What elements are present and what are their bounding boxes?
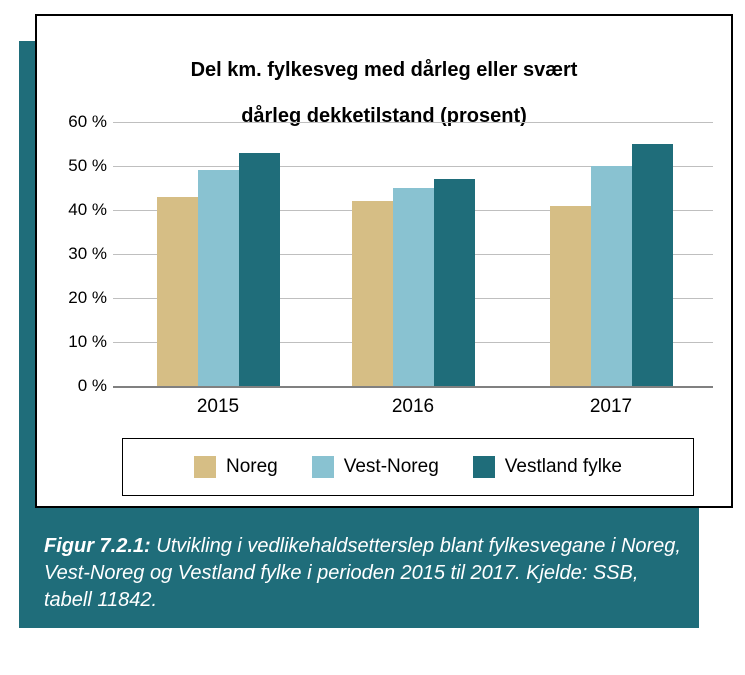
x-tick-label: 2016 [392,386,434,418]
chart-title: Del km. fylkesveg med dårleg eller svært… [37,36,731,128]
bar [632,144,673,386]
legend: Noreg Vest-Noreg Vestland fylke [122,438,694,496]
legend-label: Vest-Noreg [344,456,439,478]
bar [239,153,280,386]
figure-canvas: Del km. fylkesveg med dårleg eller svært… [0,0,745,675]
gridline [113,122,713,123]
plot-area: 0 %10 %20 %30 %40 %50 %60 %201520162017 [113,122,713,386]
bar [198,170,239,386]
y-tick-label: 40 % [68,200,107,220]
y-tick-label: 60 % [68,112,107,132]
bar [434,179,475,386]
legend-swatch [473,456,495,478]
chart-card: Del km. fylkesveg med dårleg eller svært… [35,14,733,508]
legend-swatch [194,456,216,478]
y-tick-label: 30 % [68,244,107,264]
figure-caption: Figur 7.2.1: Utvikling i vedlikehaldsett… [44,533,684,614]
y-tick-label: 50 % [68,156,107,176]
bar [352,201,393,386]
bar [550,206,591,386]
legend-item: Vestland fylke [473,456,622,478]
y-tick-label: 10 % [68,332,107,352]
y-tick-label: 0 % [78,376,107,396]
x-tick-label: 2015 [197,386,239,418]
x-tick-label: 2017 [590,386,632,418]
chart-title-line: Del km. fylkesveg med dårleg eller svært [191,59,578,81]
legend-label: Vestland fylke [505,456,622,478]
y-tick-label: 20 % [68,288,107,308]
legend-swatch [312,456,334,478]
legend-label: Noreg [226,456,278,478]
bar [157,197,198,386]
caption-label: Figur 7.2.1: [44,535,151,557]
bar [393,188,434,386]
bar [591,166,632,386]
legend-item: Vest-Noreg [312,456,439,478]
legend-item: Noreg [194,456,278,478]
